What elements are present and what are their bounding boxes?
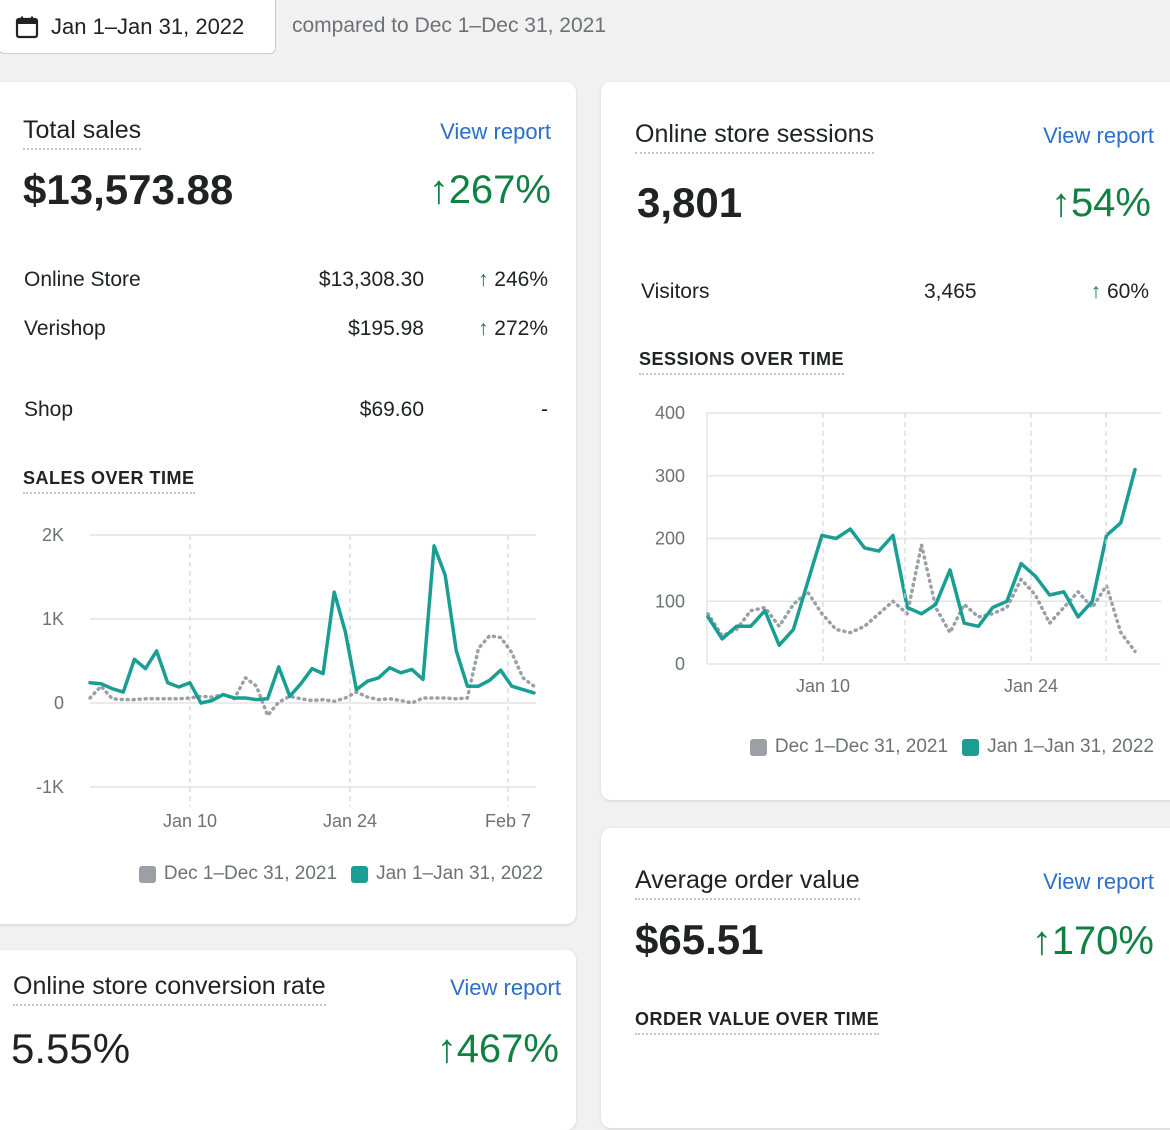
- channel-value-shop: $69.60: [359, 398, 424, 421]
- legend-swatch-current: [351, 865, 369, 883]
- arrow-up-icon: ↑: [477, 317, 489, 340]
- sessions-over-time-title: SESSIONS OVER TIME: [639, 349, 845, 375]
- arrow-up-icon: ↑: [1031, 919, 1052, 963]
- order-value-over-time-title: ORDER VALUE OVER TIME: [635, 1009, 880, 1035]
- arrow-up-icon: ↑: [1050, 181, 1071, 225]
- legend-swatch-current: [962, 738, 980, 756]
- series-line-current: [88, 544, 536, 705]
- arrow-up-icon: ↑: [477, 268, 489, 291]
- channel-change-verishop: ↑ 272%: [477, 317, 548, 340]
- arrow-up-icon: ↑: [428, 168, 449, 212]
- comparison-label: compared to Dec 1–Dec 31, 2021: [292, 14, 607, 37]
- channel-value-online-store: $13,308.30: [318, 268, 424, 291]
- channel-change-online-store: ↑ 246%: [477, 268, 548, 291]
- sessions-card: Online store sessions View report 3,801 …: [601, 82, 1170, 800]
- total-sales-title[interactable]: Total sales: [23, 116, 142, 150]
- sales-chart-legend: Dec 1–Dec 31, 2021 Jan 1–Jan 31, 2022: [138, 863, 543, 885]
- conversion-title[interactable]: Online store conversion rate: [13, 972, 326, 1006]
- visitors-change: ↑ 60%: [1090, 280, 1149, 303]
- sessions-value: 3,801: [637, 179, 743, 226]
- redacted-area: [123, 307, 308, 402]
- conversion-value: 5.55%: [11, 1025, 131, 1072]
- aov-card: Average order value View report $65.51 ↑…: [601, 828, 1170, 1128]
- total-sales-change: ↑267%: [428, 168, 551, 212]
- arrow-up-icon: ↑: [1090, 280, 1102, 303]
- x-tick-label: Feb 7: [485, 811, 531, 831]
- y-tick-label: 300: [655, 466, 685, 486]
- visitors-label: Visitors: [641, 280, 710, 303]
- sessions-chart: 400 300 200 100 0 Jan 10 Jan 24: [655, 403, 1161, 696]
- conversion-card: Online store conversion rate View report…: [0, 950, 576, 1130]
- sessions-view-report-link[interactable]: View report: [1043, 123, 1154, 148]
- total-sales-card: Total sales View report $13,573.88 ↑267%…: [0, 82, 576, 924]
- date-range-label: Jan 1–Jan 31, 2022: [51, 13, 245, 39]
- sales-over-time-title: SALES OVER TIME: [23, 468, 195, 494]
- y-tick-label: 1K: [42, 609, 64, 629]
- calendar-icon: [15, 16, 39, 38]
- aov-value: $65.51: [635, 916, 764, 963]
- x-tick-label: Jan 24: [323, 811, 377, 831]
- y-tick-label: 200: [655, 529, 685, 549]
- legend-item-previous[interactable]: Dec 1–Dec 31, 2021: [749, 736, 948, 758]
- y-tick-label: 100: [655, 591, 685, 611]
- series-line-current: [706, 467, 1137, 647]
- y-tick-label: 400: [655, 403, 685, 423]
- aov-view-report-link[interactable]: View report: [1043, 869, 1154, 894]
- legend-swatch-previous: [749, 738, 767, 756]
- total-sales-value: $13,573.88: [23, 166, 234, 213]
- y-tick-label: -1K: [36, 777, 64, 797]
- sessions-title[interactable]: Online store sessions: [635, 120, 875, 154]
- conversion-change: ↑467%: [436, 1027, 559, 1071]
- y-tick-label: 0: [675, 654, 685, 674]
- aov-title[interactable]: Average order value: [635, 866, 860, 900]
- x-tick-label: Jan 10: [163, 811, 217, 831]
- x-tick-label: Jan 24: [1004, 676, 1058, 696]
- legend-item-current[interactable]: Jan 1–Jan 31, 2022: [962, 736, 1154, 758]
- visitors-value: 3,465: [924, 280, 977, 303]
- legend-item-previous[interactable]: Dec 1–Dec 31, 2021: [138, 863, 337, 885]
- channel-label-online-store: Online Store: [24, 268, 141, 291]
- aov-change: ↑170%: [1031, 919, 1154, 963]
- sessions-change: ↑54%: [1050, 181, 1151, 225]
- channel-label-shop: Shop: [24, 398, 74, 421]
- arrow-up-icon: ↑: [436, 1027, 457, 1071]
- series-line-previous: [706, 543, 1137, 654]
- x-tick-label: Jan 10: [796, 676, 850, 696]
- y-tick-label: 0: [54, 693, 64, 713]
- legend-item-current[interactable]: Jan 1–Jan 31, 2022: [351, 863, 543, 885]
- date-range-button[interactable]: Jan 1–Jan 31, 2022: [0, 0, 276, 54]
- y-tick-label: 2K: [42, 525, 64, 545]
- channel-label-verishop: Verishop: [24, 317, 106, 340]
- total-sales-view-report-link[interactable]: View report: [440, 119, 551, 144]
- series-line-previous: [88, 634, 536, 718]
- channel-value-verishop: $195.98: [348, 317, 424, 340]
- channel-change-shop: -: [541, 398, 548, 421]
- conversion-view-report-link[interactable]: View report: [450, 975, 561, 1000]
- legend-swatch-previous: [138, 865, 156, 883]
- sales-chart: 2K 1K 0 -1K Jan 10 Jan 24 Feb 7: [36, 525, 536, 831]
- sessions-chart-legend: Dec 1–Dec 31, 2021 Jan 1–Jan 31, 2022: [749, 736, 1154, 758]
